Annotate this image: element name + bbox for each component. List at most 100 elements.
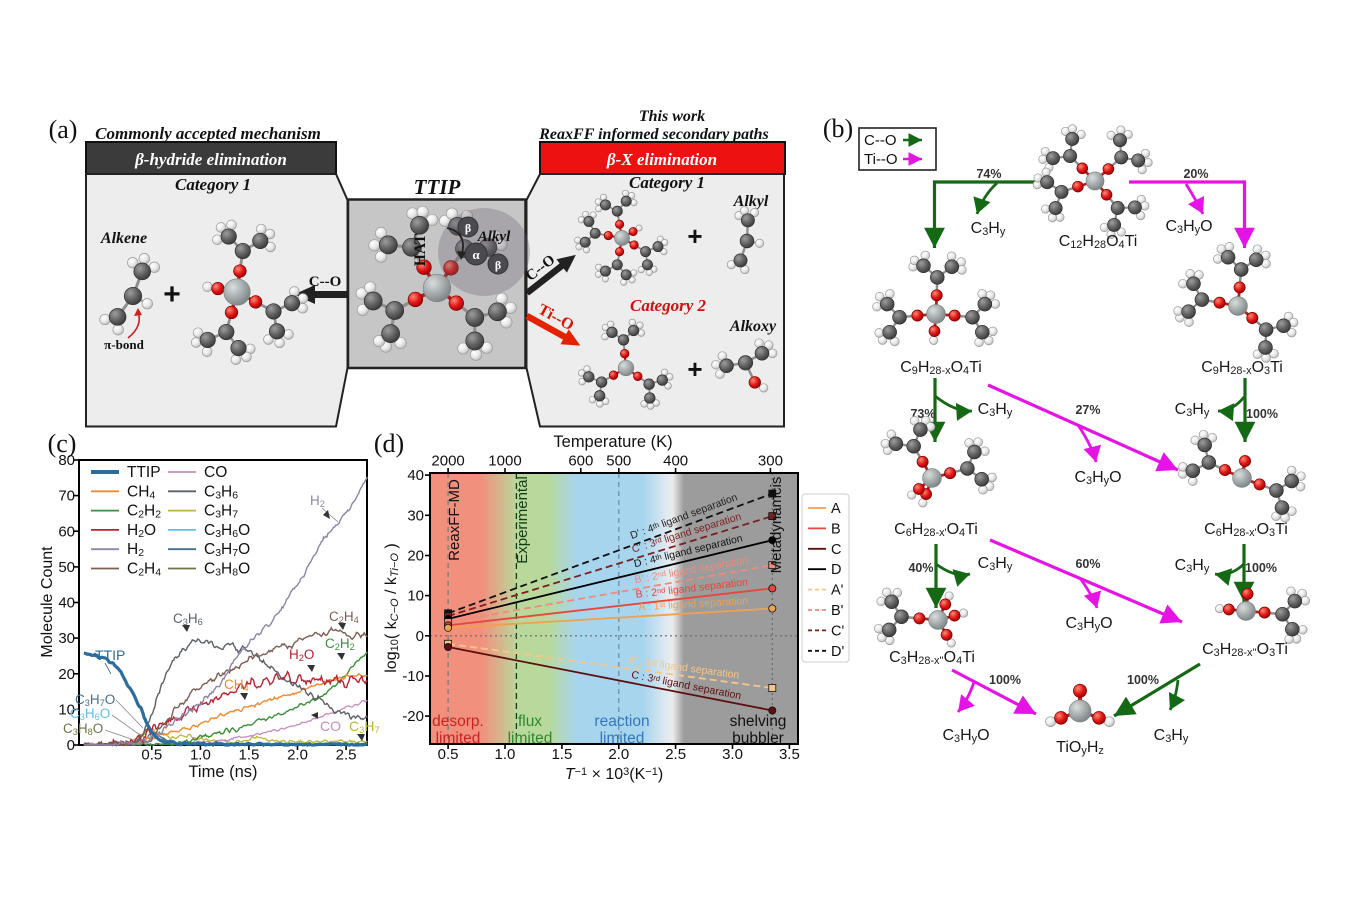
svg-text:desorp.: desorp. — [432, 713, 484, 730]
svg-text:limited: limited — [436, 730, 481, 747]
svg-text:D: D — [831, 562, 841, 578]
svg-text:flux: flux — [518, 713, 542, 730]
svg-text:C3H8O: C3H8O — [204, 561, 250, 579]
svg-text:+: + — [687, 354, 702, 384]
svg-text:TTIP: TTIP — [95, 647, 125, 663]
svg-text:CO: CO — [204, 464, 227, 481]
svg-text:C9H28-xO4Ti: C9H28-xO4Ti — [900, 359, 982, 377]
svg-text:C3H28-x''O3Ti: C3H28-x''O3Ti — [1202, 641, 1288, 659]
svg-text:10: 10 — [407, 588, 424, 605]
svg-text:Temperature (K): Temperature (K) — [553, 433, 672, 451]
svg-text:H2: H2 — [310, 493, 325, 509]
svg-text:2000: 2000 — [431, 453, 464, 470]
svg-text:100%: 100% — [1245, 561, 1277, 575]
svg-text:TiOyHz: TiOyHz — [1056, 739, 1104, 757]
svg-text:ReaxFF informed secondary path: ReaxFF informed secondary paths — [538, 126, 769, 143]
svg-text:100%: 100% — [1127, 673, 1159, 687]
svg-text:H2O: H2O — [289, 647, 314, 663]
svg-text:30: 30 — [58, 630, 75, 647]
svg-text:Alkyl: Alkyl — [477, 229, 511, 245]
svg-text:B: B — [831, 521, 841, 537]
svg-text:2.0: 2.0 — [608, 746, 629, 763]
svg-text:20%: 20% — [1183, 167, 1208, 181]
svg-text:1.5: 1.5 — [551, 746, 572, 763]
svg-text:C3Hy: C3Hy — [971, 220, 1006, 238]
svg-text:100%: 100% — [1246, 407, 1278, 421]
svg-text:0.5: 0.5 — [141, 747, 162, 764]
svg-text:Metadynamcis: Metadynamcis — [768, 477, 785, 574]
svg-text:C: C — [831, 542, 841, 558]
svg-text:60: 60 — [58, 523, 75, 540]
svg-text:C2H2: C2H2 — [127, 503, 161, 521]
svg-text:C2H4: C2H4 — [329, 609, 359, 625]
svg-text:C--O: C--O — [309, 274, 342, 290]
svg-text:(d): (d) — [374, 429, 404, 458]
svg-text:C': C' — [831, 623, 844, 639]
svg-text:40: 40 — [407, 467, 424, 484]
svg-text:Category 1: Category 1 — [629, 173, 705, 192]
svg-text:reaction: reaction — [594, 713, 649, 730]
svg-text:2.5: 2.5 — [665, 746, 686, 763]
svg-text:Experimental: Experimental — [514, 476, 531, 564]
svg-text:600: 600 — [568, 453, 593, 470]
svg-text:2.0: 2.0 — [287, 747, 308, 764]
svg-text:10: 10 — [58, 701, 75, 718]
svg-text:C3H7: C3H7 — [349, 718, 380, 736]
svg-text:1.0: 1.0 — [495, 746, 516, 763]
svg-text:C6H28-x'O4Ti: C6H28-x'O4Ti — [894, 521, 978, 539]
svg-text:C2H4: C2H4 — [127, 561, 161, 579]
svg-text:0.5: 0.5 — [438, 746, 459, 763]
svg-text:TTIP: TTIP — [414, 175, 461, 199]
svg-text:70: 70 — [58, 488, 75, 505]
svg-text:3.5: 3.5 — [779, 746, 800, 763]
svg-text:C9H28-xO3Ti: C9H28-xO3Ti — [1201, 359, 1283, 377]
svg-text:β-hydride elimination: β-hydride elimination — [134, 150, 287, 169]
svg-text:C3Hy: C3Hy — [978, 555, 1013, 573]
svg-text:30: 30 — [407, 507, 424, 524]
svg-text:C3H7O: C3H7O — [75, 692, 115, 708]
svg-text:(a): (a) — [49, 115, 78, 144]
svg-text:(c): (c) — [48, 429, 77, 458]
svg-text:+: + — [163, 278, 181, 311]
svg-text:C3Hy: C3Hy — [1175, 401, 1210, 419]
svg-text:C6H28-x'O3Ti: C6H28-x'O3Ti — [1204, 521, 1288, 539]
svg-text:Alkoxy: Alkoxy — [729, 318, 777, 335]
svg-text:Alkene: Alkene — [100, 230, 147, 247]
svg-text:H2: H2 — [127, 541, 144, 559]
svg-text:CO: CO — [320, 718, 341, 734]
svg-text:1.5: 1.5 — [239, 747, 260, 764]
svg-text:100%: 100% — [989, 673, 1021, 687]
svg-text:B': B' — [831, 603, 844, 619]
svg-text:H2O: H2O — [127, 522, 156, 540]
svg-text:A': A' — [831, 583, 844, 599]
svg-text:β: β — [495, 258, 501, 272]
svg-text:This work: This work — [639, 108, 705, 125]
svg-text:3.0: 3.0 — [722, 746, 743, 763]
svg-text:60%: 60% — [1075, 557, 1100, 571]
svg-text:C3HyO: C3HyO — [1074, 469, 1121, 487]
svg-text:D': D' — [831, 644, 844, 660]
svg-text:1000: 1000 — [488, 453, 521, 470]
svg-text:Category 2: Category 2 — [630, 296, 707, 315]
svg-text:0: 0 — [416, 628, 424, 645]
svg-text:C3HyO: C3HyO — [1065, 615, 1112, 633]
svg-text:C3H6: C3H6 — [173, 611, 203, 627]
svg-text:limited: limited — [600, 730, 645, 747]
svg-text:Commonly accepted mechanism: Commonly accepted mechanism — [95, 124, 321, 143]
svg-text:C3H6: C3H6 — [204, 483, 238, 501]
svg-text:400: 400 — [663, 453, 688, 470]
svg-text:C3HyO: C3HyO — [1165, 218, 1212, 236]
svg-text:C3H6O: C3H6O — [70, 706, 110, 722]
svg-text:C3Hy: C3Hy — [978, 401, 1013, 419]
svg-text:27%: 27% — [1075, 403, 1100, 417]
svg-text:α: α — [472, 247, 480, 262]
svg-text:T−1 × 103(K−1): T−1 × 103(K−1) — [565, 766, 663, 783]
svg-text:50: 50 — [58, 559, 75, 576]
svg-text:(b): (b) — [823, 114, 853, 143]
svg-text:20: 20 — [58, 666, 75, 683]
svg-text:C3H6O: C3H6O — [204, 522, 250, 540]
svg-text:C3Hy: C3Hy — [1154, 727, 1189, 745]
svg-text:C--O: C--O — [864, 132, 897, 149]
svg-text:40%: 40% — [908, 561, 933, 575]
svg-text:β: β — [465, 221, 471, 235]
